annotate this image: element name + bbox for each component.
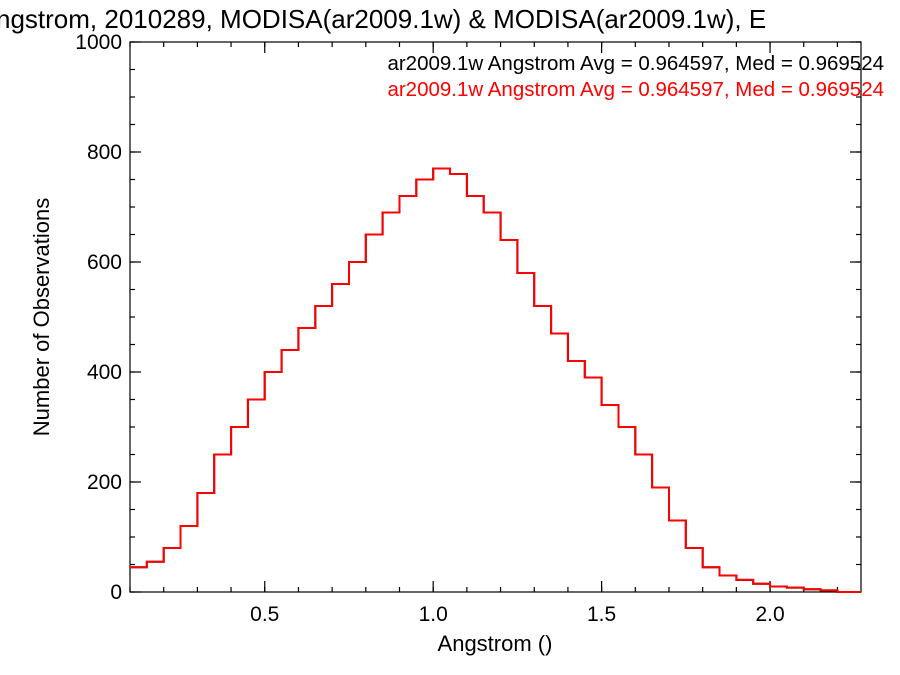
series-black-histogram <box>130 167 861 593</box>
plot-frame <box>129 41 862 593</box>
series-red-histogram <box>130 167 861 593</box>
y-tick-label: 0 <box>110 581 122 604</box>
x-tick-label: 1.5 <box>587 603 616 626</box>
x-tick-label: 2.0 <box>755 603 784 626</box>
x-tick-label: 0.5 <box>250 603 279 626</box>
legend-entry-black: ar2009.1w Angstrom Avg = 0.964597, Med =… <box>387 52 884 75</box>
x-axis-label: Angstrom () <box>438 631 553 656</box>
axis-ticks <box>129 41 861 593</box>
legend-entry-red: ar2009.1w Angstrom Avg = 0.964597, Med =… <box>387 78 884 101</box>
y-tick-label: 200 <box>87 471 122 494</box>
chart-title: ngstrom, 2010289, MODISA(ar2009.1w) & MO… <box>0 4 766 34</box>
y-tick-label: 1000 <box>75 31 122 54</box>
y-tick-label: 600 <box>87 251 122 274</box>
x-tick-label: 1.0 <box>419 603 448 626</box>
y-axis-label: Number of Observations <box>29 198 54 436</box>
y-tick-label: 800 <box>87 141 122 164</box>
axis-tick-labels: 0.5 1.0 1.5 2.0 0 200 400 600 800 1000 <box>75 31 784 626</box>
y-tick-label: 400 <box>87 361 122 384</box>
